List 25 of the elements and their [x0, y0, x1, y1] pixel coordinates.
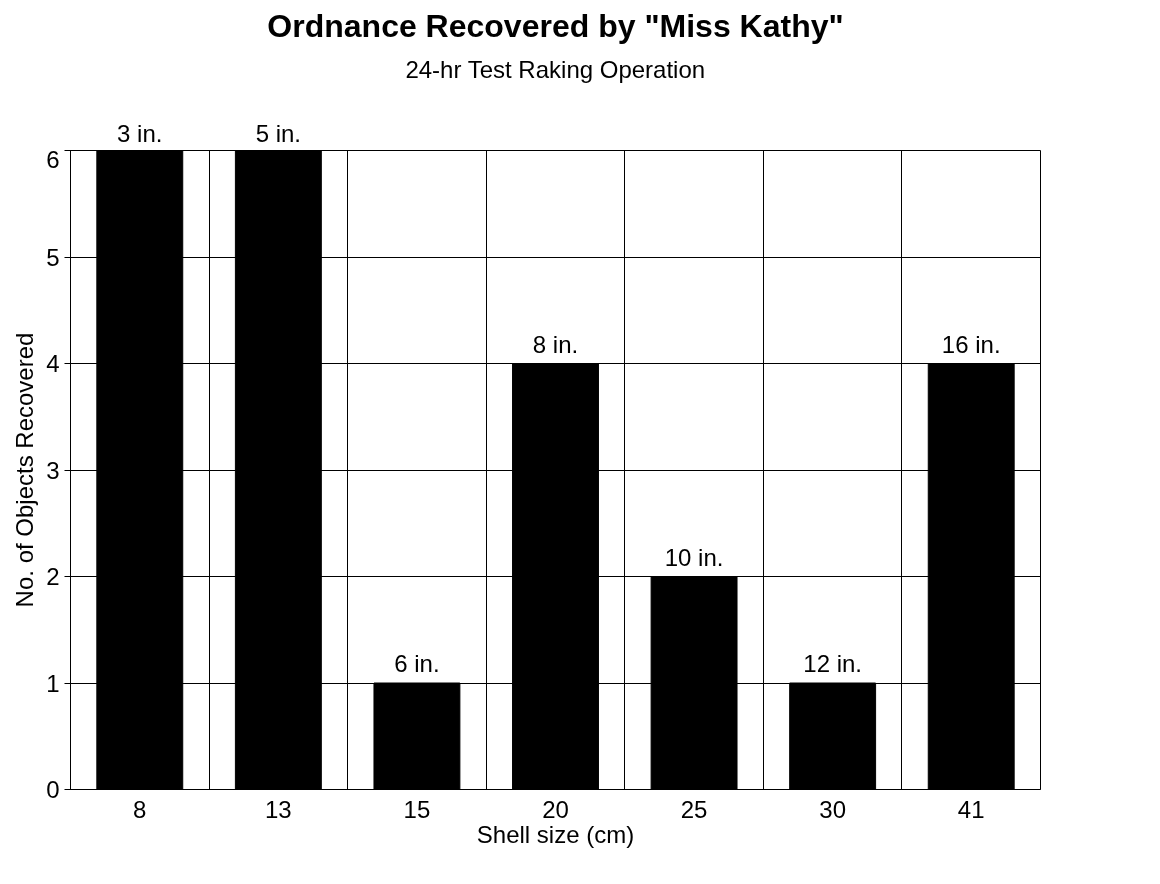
- annotation: 6 in.: [394, 650, 440, 677]
- y-tick-label: 0: [46, 776, 60, 803]
- annotation: 10 in.: [664, 543, 724, 571]
- x-tick-label: 8: [133, 795, 147, 823]
- x-tick-label: 41: [957, 795, 985, 823]
- y-tick-label: 4: [46, 350, 60, 377]
- annotation: 12 in.: [803, 650, 863, 677]
- x-tick-label: 25: [680, 795, 708, 823]
- y-tick-label: 2: [46, 563, 60, 590]
- chart-subtitle: 24-hr Test Raking Operation: [405, 55, 706, 83]
- annotation: 5 in.: [255, 119, 302, 147]
- x-tick-label: 15: [403, 795, 431, 823]
- annotation: 16 in.: [941, 330, 1001, 358]
- y-tick-label: 6: [46, 145, 60, 173]
- y-tick-label: 3: [46, 456, 60, 484]
- y-tick-label: 5: [46, 243, 60, 271]
- chart-title: Ordnance Recovered by "Miss Kathy": [267, 7, 844, 44]
- x-tick-label: 30: [819, 795, 846, 823]
- y-axis-title: No. of Objects Recovered: [11, 332, 39, 608]
- y-tick-label: 1: [46, 669, 60, 697]
- annotation: 3 in.: [117, 119, 163, 147]
- x-axis-title: Shell size (cm): [476, 820, 635, 848]
- x-tick-label: 13: [265, 795, 292, 823]
- x-tick-label: 20: [542, 795, 569, 823]
- annotation: 8 in.: [532, 330, 579, 358]
